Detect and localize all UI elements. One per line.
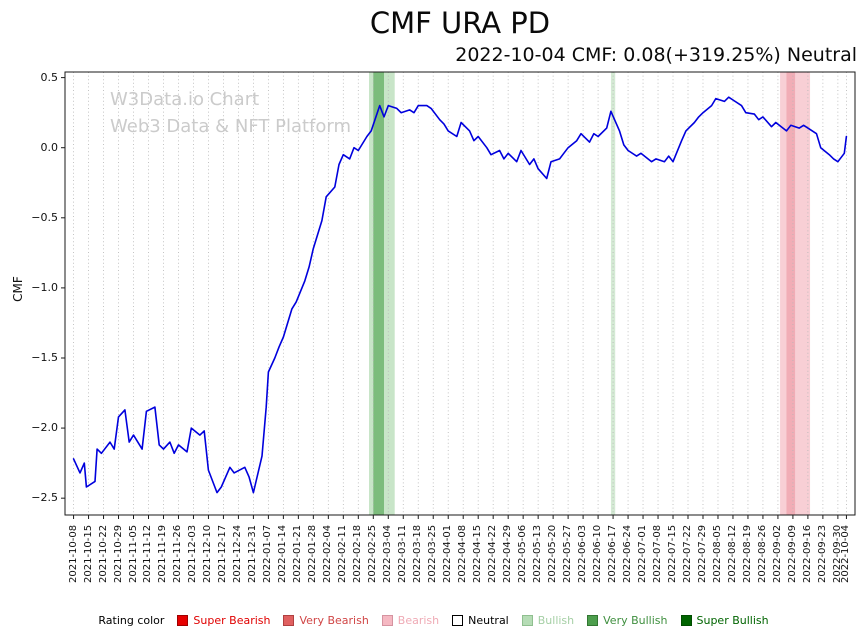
legend-swatch	[587, 615, 599, 626]
x-tick-label: 2022-03-18	[412, 524, 424, 583]
x-tick-label: 2022-07-01	[637, 524, 649, 583]
x-tick-label: 2022-08-05	[711, 524, 723, 583]
rating-band	[373, 72, 384, 515]
x-tick-label: 2022-09-09	[786, 524, 798, 583]
x-tick-label: 2022-04-29	[502, 524, 514, 583]
x-tick-label: 2021-12-31	[247, 524, 259, 583]
legend-item: Very Bullish	[587, 614, 668, 627]
y-tick-label: −0.5	[31, 210, 58, 224]
x-tick-label: 2022-01-28	[307, 524, 319, 583]
x-tick-label: 2022-06-10	[592, 524, 604, 583]
x-tick-label: 2022-09-16	[801, 524, 813, 583]
x-tick-label: 2022-04-01	[442, 524, 454, 583]
x-tick-label: 2022-02-04	[322, 524, 334, 583]
chart-title: CMF URA PD	[369, 6, 551, 40]
x-tick-label: 2022-09-23	[816, 524, 828, 583]
x-tick-label: 2022-07-29	[696, 524, 708, 583]
x-tick-label: 2021-10-22	[97, 524, 109, 583]
x-tick-label: 2022-07-15	[667, 524, 679, 583]
plot-border	[64, 71, 856, 516]
x-tick-label: 2021-11-19	[157, 524, 169, 583]
legend-item-label: Very Bearish	[299, 614, 369, 627]
y-tick-label: −1.5	[31, 350, 58, 364]
cmf-line	[72, 96, 848, 494]
x-tick-label: 2021-12-17	[217, 524, 229, 583]
legend-title: Rating color	[98, 614, 165, 627]
y-tick-label: −1.0	[31, 280, 58, 294]
x-tick-label: 2021-10-29	[112, 524, 124, 583]
x-tick-label: 2022-07-08	[652, 524, 664, 583]
legend-swatch	[680, 615, 692, 626]
x-tick-label: 2021-10-15	[82, 524, 94, 583]
x-tick-label: 2022-06-17	[607, 524, 619, 583]
legend-item-label: Super Bullish	[696, 614, 769, 627]
x-tick-label: 2022-01-21	[292, 524, 304, 583]
x-tick-label: 2022-03-25	[427, 524, 439, 583]
x-tick-label: 2021-12-24	[232, 524, 244, 583]
legend-item: Super Bearish	[177, 614, 270, 627]
x-tick-label: 2022-02-18	[352, 524, 364, 583]
x-tick-label: 2021-11-05	[127, 524, 139, 583]
x-tick-label: 2021-10-08	[67, 524, 79, 583]
x-tick-label: 2022-03-04	[382, 524, 394, 583]
x-tick-label: 2022-01-07	[262, 524, 274, 583]
legend-item-label: Neutral	[468, 614, 509, 627]
x-tick-label: 2022-06-03	[577, 524, 589, 583]
x-tick-label: 2022-08-26	[756, 524, 768, 583]
legend: Rating color Super Bearish Very Bearish Be…	[0, 614, 867, 627]
x-tick-label: 2022-05-13	[532, 524, 544, 583]
legend-item: Very Bearish	[283, 614, 369, 627]
y-tick-label: 0.0	[40, 140, 59, 154]
rating-band	[610, 72, 616, 515]
legend-item-label: Bullish	[537, 614, 575, 627]
legend-swatch	[177, 615, 189, 626]
x-tick-label: 2021-11-26	[172, 524, 184, 583]
x-tick-label: 2022-05-06	[517, 524, 529, 583]
x-tick-label: 2022-02-11	[337, 524, 349, 583]
legend-swatch	[283, 615, 295, 626]
legend-item: Neutral	[452, 614, 509, 627]
legend-item-label: Bearish	[397, 614, 440, 627]
x-tick-label: 2022-01-14	[277, 524, 289, 583]
chart-subtitle: 2022-10-04 CMF: 0.08(+319.25%) Neutral	[455, 44, 857, 66]
x-tick-label: 2021-12-10	[202, 524, 214, 583]
x-tick-label: 2022-06-24	[622, 524, 634, 583]
x-tick-label: 2021-11-12	[142, 524, 154, 583]
x-tick-label: 2022-09-02	[771, 524, 783, 583]
x-tick-label: 2022-08-12	[726, 524, 738, 583]
x-tick-label: 2022-08-19	[741, 524, 753, 583]
x-tick-label: 2022-04-22	[487, 524, 499, 583]
x-tick-label: 2022-04-15	[472, 524, 484, 583]
x-tick-label: 2022-05-27	[562, 524, 574, 583]
legend-swatch	[452, 615, 464, 626]
y-tick-label: 0.5	[40, 70, 59, 84]
legend-swatch	[521, 615, 533, 626]
legend-item: Bullish	[521, 614, 575, 627]
legend-items: Super Bearish Very Bearish Bearish Neutral B…	[177, 614, 769, 627]
legend-item-label: Very Bullish	[603, 614, 668, 627]
legend-swatch	[381, 615, 393, 626]
y-tick-label: −2.0	[31, 421, 58, 435]
legend-item-label: Super Bearish	[193, 614, 271, 627]
legend-item: Super Bullish	[680, 614, 769, 627]
rating-band	[786, 72, 796, 515]
x-tick-label: 2022-10-04	[840, 524, 852, 583]
legend-item: Bearish	[381, 614, 440, 627]
x-tick-label: 2022-07-22	[682, 524, 693, 583]
x-tick-label: 2021-12-03	[187, 524, 199, 583]
x-tick-label: 2022-05-20	[547, 524, 559, 583]
x-tick-label: 2022-04-08	[457, 524, 469, 583]
x-tick-label: 2022-03-11	[397, 524, 409, 583]
x-tick-label: 2022-02-25	[367, 524, 379, 583]
y-tick-label: −2.5	[31, 491, 58, 505]
